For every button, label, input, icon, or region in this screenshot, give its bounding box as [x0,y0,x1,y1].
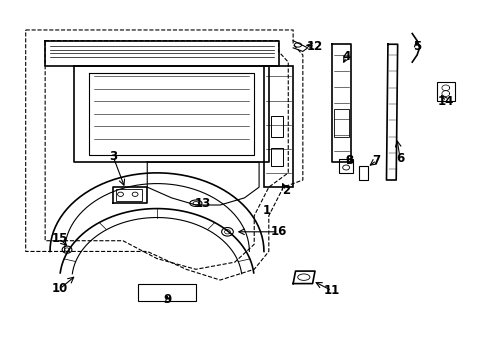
Text: 13: 13 [195,197,211,210]
Text: 8: 8 [344,154,352,167]
Bar [116,189,142,202]
Bar [334,109,348,137]
Text: 12: 12 [306,40,323,53]
Bar [436,82,454,102]
Text: 7: 7 [372,154,380,167]
Bar [271,116,283,137]
Bar [339,158,352,173]
Text: 4: 4 [342,50,350,63]
Text: 9: 9 [163,293,171,306]
Bar [358,166,368,180]
Text: 3: 3 [109,150,117,163]
Text: 1: 1 [262,204,270,217]
Text: 5: 5 [412,40,420,53]
Bar [271,148,283,166]
Text: 10: 10 [52,283,68,296]
Bar [137,284,196,301]
Text: 11: 11 [323,284,340,297]
Text: 2: 2 [281,184,289,197]
Text: 15: 15 [51,233,68,246]
Text: 14: 14 [437,95,453,108]
Text: 6: 6 [395,152,404,165]
Text: 16: 16 [270,225,286,238]
